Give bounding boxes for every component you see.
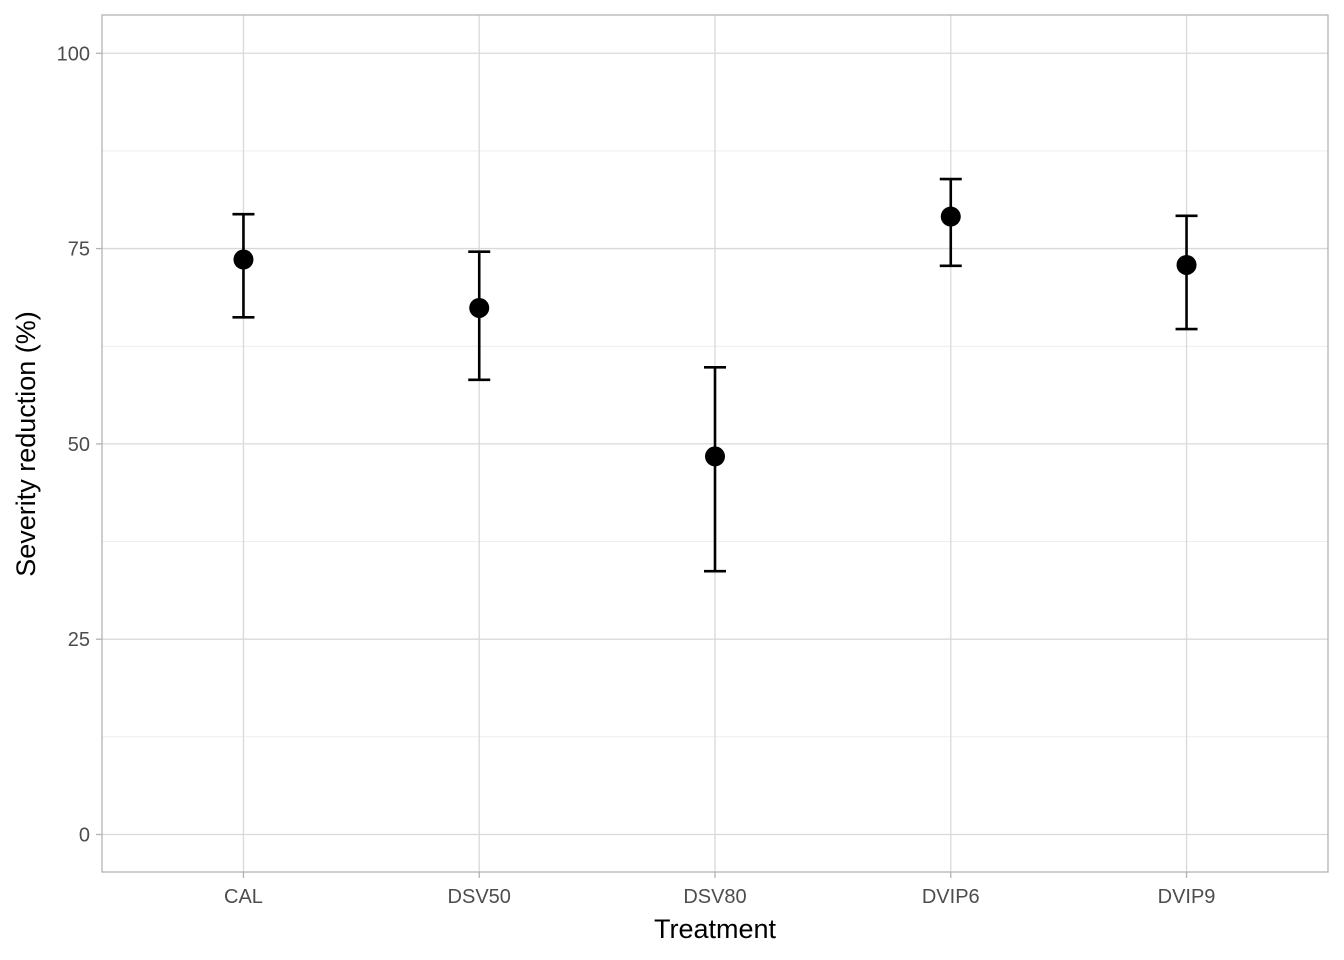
x-tick-label: DVIP9	[1158, 886, 1216, 908]
y-tick-label: 75	[68, 239, 90, 261]
data-point	[469, 297, 490, 318]
error-bar	[704, 366, 726, 573]
y-tick-label: 0	[79, 825, 90, 847]
major-gridlines	[102, 15, 1328, 872]
x-tick-label: DSV80	[683, 886, 746, 908]
x-axis-ticks: CAL DSV50 DSV80 DVIP6 DVIP9	[224, 872, 1215, 908]
y-axis-ticks: 0 25 50 75 100	[57, 43, 102, 847]
data-points	[233, 206, 1197, 467]
data-point	[940, 206, 961, 227]
x-axis-title: Treatment	[654, 914, 777, 944]
y-tick-label: 50	[68, 434, 90, 456]
x-tick-label: DVIP6	[922, 886, 980, 908]
y-tick-label: 100	[57, 43, 90, 65]
y-axis-title: Severity reduction (%)	[11, 311, 41, 577]
y-tick-label: 25	[68, 629, 90, 651]
data-point	[705, 446, 725, 467]
data-point	[233, 249, 254, 270]
x-tick-label: DSV50	[448, 886, 511, 908]
x-tick-label: CAL	[224, 886, 263, 908]
data-point	[1176, 254, 1197, 275]
